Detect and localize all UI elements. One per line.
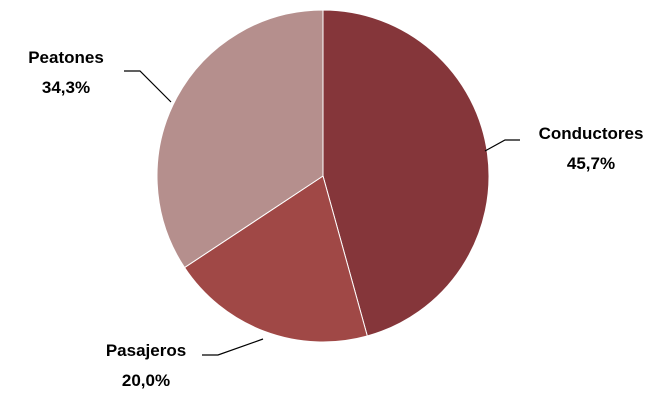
slice-name-label-peatones: Peatones [28, 48, 104, 67]
pie-slice-conductores [322, 9, 490, 337]
slice-value-label-peatones: 34,3% [42, 78, 90, 97]
slice-value-label-conductores: 45,7% [567, 154, 615, 173]
slice-value-label-pasajeros: 20,0% [122, 371, 170, 390]
slices-layer [156, 9, 490, 343]
leader-line-conductores [484, 139, 520, 152]
leader-line-pasajeros [202, 338, 264, 356]
slice-name-label-conductores: Conductores [539, 124, 644, 143]
labels-layer: Conductores 45,7% Pasajeros 20,0% Peaton… [28, 48, 643, 390]
slice-name-label-pasajeros: Pasajeros [106, 341, 186, 360]
leader-line-peatones [124, 70, 172, 103]
pie-slice-pasajeros [183, 175, 368, 343]
pie-slice-peatones [156, 9, 324, 269]
leaders-layer [124, 70, 520, 356]
